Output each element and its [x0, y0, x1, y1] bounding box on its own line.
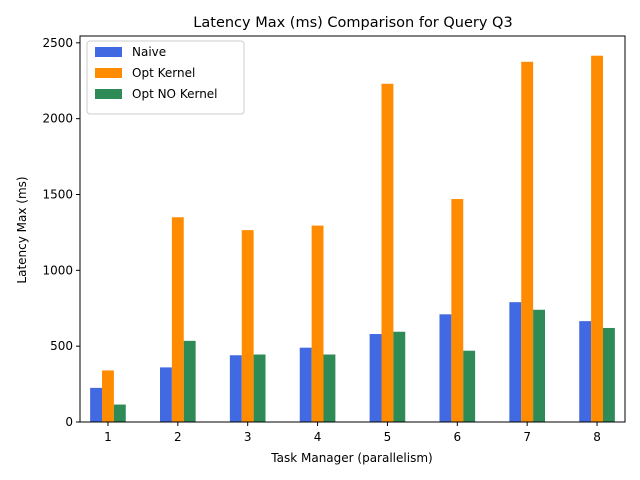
bar-0-4 — [369, 334, 382, 422]
legend-swatch-0 — [95, 47, 122, 57]
chart-title: Latency Max (ms) Comparison for Query Q3 — [193, 15, 512, 31]
legend: Naive Opt Kernel Opt NO Kernel — [86, 40, 245, 115]
bar-2-6 — [533, 309, 545, 422]
bar-0-7 — [579, 321, 592, 422]
bar-2-1 — [183, 340, 196, 422]
bar-1-5 — [451, 199, 464, 422]
axes-layer: 0 500 1000 1500 2000 2500 1 2 3 4 5 6 7 8 — [42, 35, 626, 444]
bar-1-4 — [381, 83, 394, 422]
legend-box — [86, 40, 245, 115]
bar-1-6 — [521, 61, 534, 423]
x-tick-label-0: 1 — [104, 430, 112, 444]
x-tick-label-3: 4 — [314, 430, 322, 444]
y-tick-label-1: 500 — [50, 339, 73, 353]
bar-0-5 — [439, 314, 452, 422]
y-tick-label-2: 1000 — [42, 263, 73, 277]
bar-1-3 — [311, 225, 324, 422]
bar-2-2 — [253, 354, 266, 422]
bar-1-0 — [102, 370, 114, 422]
legend-label-0: Naive — [132, 45, 166, 59]
bars-layer — [90, 55, 615, 423]
series-0 — [90, 302, 592, 422]
bar-0-6 — [509, 302, 522, 422]
bar-0-0 — [90, 387, 103, 422]
x-tick-label-6: 7 — [523, 430, 531, 444]
bar-1-1 — [171, 217, 184, 422]
bar-1-2 — [241, 230, 254, 422]
x-tick-label-5: 6 — [453, 430, 461, 444]
bar-0-3 — [299, 347, 312, 422]
y-tick-label-5: 2500 — [42, 36, 73, 50]
bar-2-4 — [393, 331, 406, 422]
bar-0-1 — [160, 367, 172, 422]
y-tick-label-4: 2000 — [42, 112, 73, 126]
y-tick-label-3: 1500 — [42, 187, 73, 201]
legend-swatch-2 — [95, 89, 122, 99]
legend-label-1: Opt Kernel — [132, 66, 195, 80]
x-tick-label-7: 8 — [593, 430, 601, 444]
series-2 — [113, 309, 615, 422]
plot-frame — [79, 35, 626, 423]
x-tick-label-1: 2 — [174, 430, 182, 444]
bar-1-7 — [591, 55, 603, 422]
y-axis-label: Latency Max (ms) — [15, 176, 29, 283]
bar-2-0 — [113, 404, 126, 422]
series-1 — [102, 55, 603, 423]
legend-label-2: Opt NO Kernel — [132, 87, 218, 101]
bar-2-7 — [602, 327, 615, 422]
x-tick-label-4: 5 — [384, 430, 392, 444]
legend-swatch-1 — [95, 68, 122, 78]
bar-2-3 — [323, 354, 336, 422]
x-tick-label-2: 3 — [244, 430, 252, 444]
bar-2-5 — [463, 350, 476, 422]
y-tick-label-0: 0 — [65, 415, 73, 429]
bar-0-2 — [229, 355, 242, 422]
x-axis-label: Task Manager (parallelism) — [270, 451, 432, 465]
